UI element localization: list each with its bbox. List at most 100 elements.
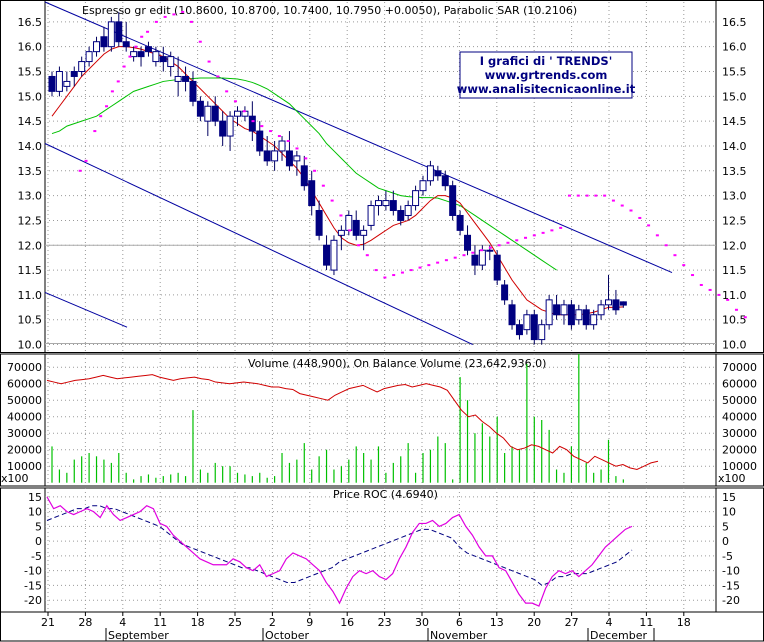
sar-dot: [462, 254, 466, 257]
sar-dot: [673, 254, 677, 257]
candle-body-down: [567, 304, 575, 326]
price-title: Espresso gr edit (10.8600, 10.8700, 10.7…: [82, 4, 577, 17]
month-label: September: [108, 629, 169, 642]
sar-dot: [242, 110, 246, 113]
candle-body-up: [545, 299, 553, 326]
candle-body-up: [412, 190, 420, 207]
roc-line: [46, 496, 633, 607]
price-tick-right: 13.0: [722, 190, 747, 203]
candle-body-down: [323, 244, 331, 266]
sar-dot: [269, 130, 273, 133]
date-tick-label: 9: [306, 616, 313, 629]
date-tick-label: 20: [527, 616, 541, 629]
candlestick: [152, 46, 160, 67]
sar-dot: [427, 264, 431, 267]
candlestick: [263, 136, 271, 166]
roc-tick-left: 15: [28, 491, 42, 504]
candlestick: [523, 309, 531, 335]
candlestick: [389, 190, 397, 216]
candlestick: [211, 96, 219, 127]
price-tick-left: 11.0: [18, 289, 43, 302]
volume-tick-right: 60000: [722, 378, 757, 391]
candle-body-up: [130, 51, 138, 58]
candle-body-down: [471, 254, 479, 266]
candlestick: [360, 225, 368, 251]
sar-dot: [638, 216, 642, 219]
date-tick-label: 25: [228, 616, 242, 629]
candlestick: [226, 111, 234, 151]
candle-body-up: [330, 239, 338, 271]
price-tick-right: 12.0: [722, 239, 747, 252]
sar-dot: [304, 157, 308, 160]
sar-dot: [409, 269, 413, 272]
candlestick: [93, 36, 101, 57]
sar-dot: [154, 20, 158, 23]
sar-dot: [383, 276, 387, 279]
trend-channel-extra: [44, 291, 128, 328]
candlestick: [122, 21, 130, 52]
candlestick: [115, 11, 123, 47]
sar-dot: [99, 115, 103, 118]
candle-body-down: [159, 56, 167, 63]
roc-frame: [0, 487, 764, 613]
sar-dot: [734, 308, 738, 311]
sar-dot: [207, 60, 211, 63]
candle-body-up: [78, 61, 86, 73]
candle-body-down: [115, 21, 123, 43]
candle-body-down: [300, 165, 308, 187]
roc-tick-left: -10: [24, 565, 42, 578]
candle-body-down: [501, 284, 509, 301]
candlestick: [189, 71, 197, 107]
roc-tick-right: -15: [722, 579, 740, 592]
trends-banner: I grafici di ' TRENDS'www.grtrends.comww…: [457, 51, 636, 99]
month-label: November: [430, 629, 488, 642]
candlestick: [434, 165, 442, 181]
candle-body-down: [285, 150, 293, 167]
roc-tick-left: -5: [31, 550, 42, 563]
candlestick: [515, 319, 523, 340]
candle-body-down: [48, 75, 56, 92]
sar-dot: [488, 246, 492, 249]
sar-dot: [629, 209, 633, 212]
candlestick: [300, 155, 308, 191]
sar-dot: [277, 135, 281, 138]
price-panel: 16.5 16.5 16.0 16.0 15.5 15.5 15.0 15.0 14.5 14.5…: [0, 0, 764, 353]
candle-body-down: [70, 71, 78, 77]
moving-average-slow: [51, 77, 557, 271]
candle-body-down: [530, 314, 538, 341]
candlestick: [167, 51, 175, 77]
sar-dot: [436, 261, 440, 264]
sar-dot: [611, 199, 615, 202]
candlestick: [107, 16, 115, 52]
candle-body-down: [397, 210, 405, 221]
sar-dot: [163, 15, 167, 18]
date-tick-label: 4: [119, 616, 126, 629]
candlestick: [48, 71, 56, 97]
price-tick-left: 16.5: [18, 16, 43, 29]
price-tick-left: 14.5: [18, 115, 43, 128]
candlestick: [130, 46, 138, 62]
candle-body-down: [122, 41, 130, 48]
volume-tick-left: 50000: [7, 394, 42, 407]
candlestick: [575, 304, 583, 325]
sar-dot: [400, 271, 404, 274]
banner-box: [459, 51, 633, 99]
date-tick-label: 2: [269, 616, 276, 629]
candle-body-up: [174, 75, 182, 82]
candle-body-up: [345, 214, 353, 231]
candlestick: [63, 71, 71, 92]
candle-body-down: [612, 299, 620, 311]
sar-dot: [559, 226, 563, 229]
sar-dot: [480, 249, 484, 252]
date-tick-label: 11: [153, 616, 167, 629]
sar-dot: [497, 244, 501, 247]
price-tick-right: 10.5: [722, 314, 747, 327]
candlestick: [308, 170, 316, 216]
sar-dot: [567, 194, 571, 197]
candle-body-down: [211, 105, 219, 122]
price-tick-left: 16.0: [18, 41, 43, 54]
volume-panel: 70000 70000 60000 60000 50000 50000 40000 40000…: [0, 353, 764, 487]
volume-unit-right: x100: [718, 472, 746, 485]
candlestick: [367, 200, 375, 231]
